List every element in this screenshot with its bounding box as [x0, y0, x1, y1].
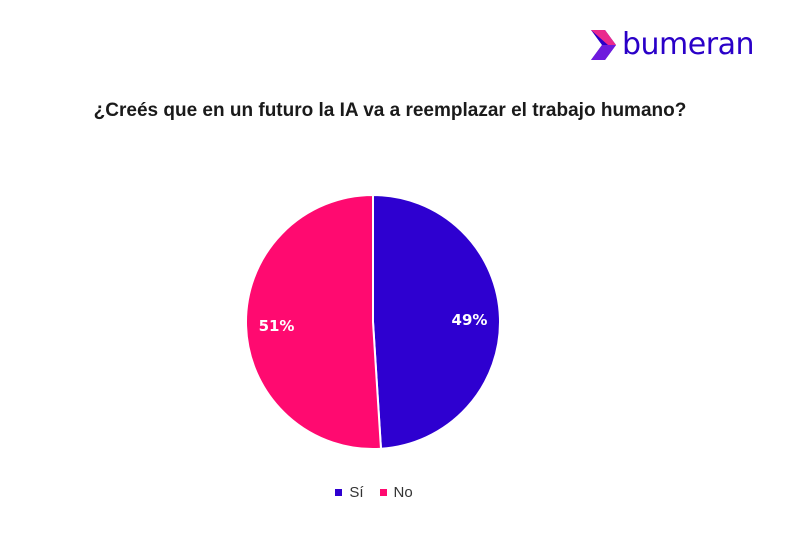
legend-label: No: [393, 484, 413, 501]
data-label-si: 49%: [452, 311, 488, 329]
chart-legend: Sí No: [0, 484, 748, 501]
pie-slice-no: [245, 193, 383, 450]
data-label-no: 51%: [259, 317, 295, 335]
bumeran-chevron-logo-icon: [591, 30, 616, 60]
legend-item-si: Sí: [335, 484, 364, 501]
brand-name: bumeran: [622, 27, 754, 62]
brand-logo: bumeran: [588, 28, 754, 62]
pie-slice-si: [372, 193, 501, 450]
legend-label: Sí: [349, 484, 364, 501]
legend-swatch: [379, 489, 387, 496]
legend-swatch: [335, 489, 343, 496]
legend-item-no: No: [379, 484, 413, 501]
chart-title: ¿Creés que en un futuro la IA va a reemp…: [93, 100, 687, 121]
